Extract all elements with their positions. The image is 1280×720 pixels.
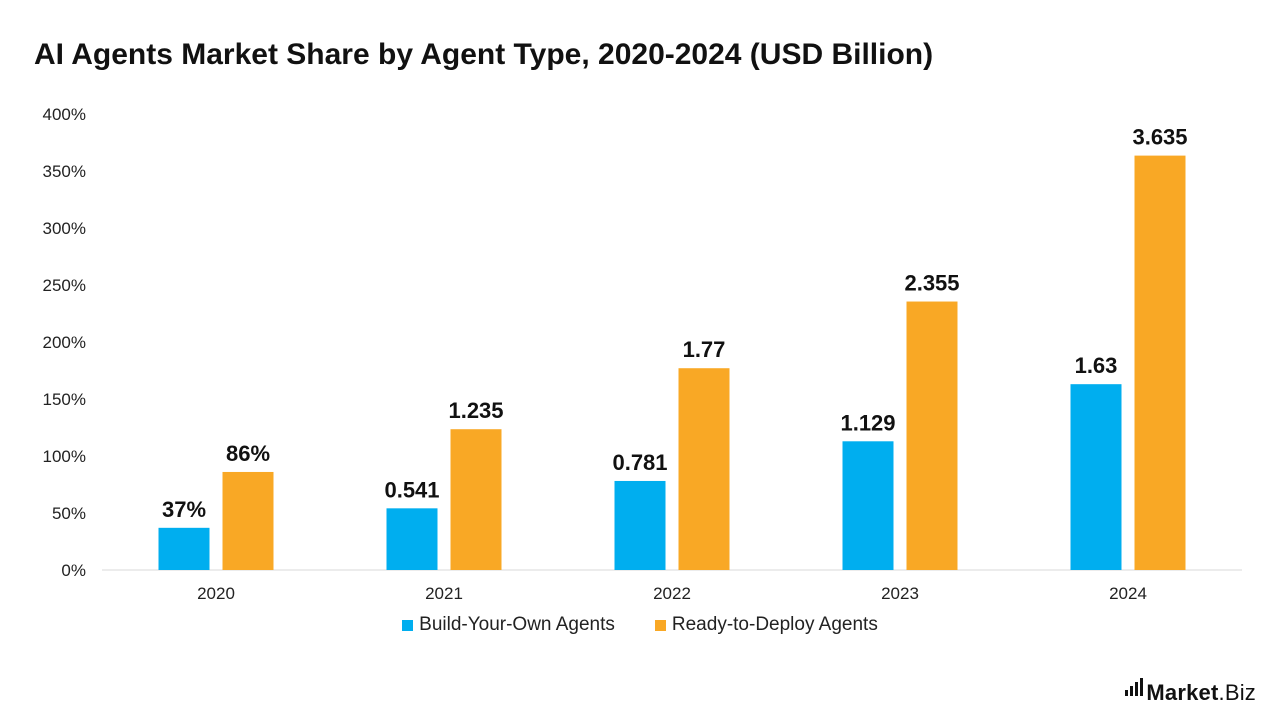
y-tick-label: 350%	[43, 162, 86, 181]
data-label-build-your-own-agents-2023: 1.129	[840, 410, 895, 435]
brand-bars-icon	[1125, 678, 1144, 696]
y-tick-label: 300%	[43, 219, 86, 238]
legend-item-build-your-own[interactable]: Build-Your-Own Agents	[402, 614, 615, 636]
bar-build-your-own-agents-2020[interactable]	[158, 527, 210, 570]
brand-name-bold: Market	[1146, 680, 1219, 705]
data-label-ready-to-deploy-agents-2020: 86%	[226, 441, 270, 466]
legend-label-ready-to-deploy: Ready-to-Deploy Agents	[671, 614, 878, 635]
bars-group	[158, 155, 1186, 571]
bar-ready-to-deploy-agents-2023[interactable]	[906, 301, 958, 570]
brand-name: Market.Biz	[1146, 680, 1256, 706]
y-tick-label: 250%	[43, 276, 86, 295]
legend-swatch-build-your-own	[402, 619, 414, 631]
data-label-build-your-own-agents-2022: 0.781	[612, 450, 667, 475]
y-tick-label: 150%	[43, 390, 86, 409]
data-label-ready-to-deploy-agents-2023: 2.355	[904, 271, 959, 296]
data-label-build-your-own-agents-2020: 37%	[162, 497, 206, 522]
legend-swatch-ready-to-deploy	[654, 619, 666, 631]
y-tick-label: 0%	[61, 561, 86, 580]
y-tick-label: 400%	[43, 105, 86, 124]
x-tick-label: 2022	[653, 584, 691, 603]
bar-ready-to-deploy-agents-2021[interactable]	[450, 429, 502, 570]
x-tick-label: 2024	[1109, 584, 1147, 603]
bar-build-your-own-agents-2023[interactable]	[842, 441, 894, 570]
x-tick-label: 2020	[197, 584, 235, 603]
bar-build-your-own-agents-2024[interactable]	[1070, 384, 1122, 570]
bar-ready-to-deploy-agents-2022[interactable]	[678, 368, 730, 570]
bar-build-your-own-agents-2022[interactable]	[614, 480, 666, 570]
y-tick-label: 200%	[43, 333, 86, 352]
bar-ready-to-deploy-agents-2024[interactable]	[1134, 155, 1186, 571]
legend-item-ready-to-deploy[interactable]: Ready-to-Deploy Agents	[654, 614, 878, 636]
data-label-ready-to-deploy-agents-2024: 3.635	[1132, 125, 1187, 150]
brand-name-suffix: .Biz	[1218, 680, 1256, 705]
y-axis-ticks: 0% 50% 100% 150% 200% 250% 300% 350% 400%	[43, 105, 86, 580]
data-label-build-your-own-agents-2021: 0.541	[384, 477, 439, 502]
y-tick-label: 100%	[43, 447, 86, 466]
chart-title: AI Agents Market Share by Agent Type, 20…	[34, 38, 934, 71]
bar-ready-to-deploy-agents-2020[interactable]	[222, 471, 274, 570]
bar-chart: 0% 50% 100% 150% 200% 250% 300% 350% 400% 37% 0.5…	[43, 105, 1242, 603]
bar-build-your-own-agents-2021[interactable]	[386, 508, 438, 570]
data-label-build-your-own-agents-2024: 1.63	[1075, 353, 1118, 378]
legend: Build-Your-Own Agents Ready-to-Deploy Ag…	[0, 614, 1280, 636]
x-tick-label: 2021	[425, 584, 463, 603]
legend-label-build-your-own: Build-Your-Own Agents	[419, 614, 615, 635]
x-axis-ticks: 2020 2021 2022 2023 2024	[197, 584, 1147, 603]
brand-logo: Market.Biz	[1125, 678, 1256, 706]
data-label-ready-to-deploy-agents-2022: 1.77	[683, 337, 726, 362]
y-tick-label: 50%	[52, 504, 86, 523]
data-label-ready-to-deploy-agents-2021: 1.235	[448, 398, 503, 423]
x-tick-label: 2023	[881, 584, 919, 603]
bar-labels-group: 37% 0.541 0.781 1.129 1.63 86% 1.235 1.77 2.355 3…	[162, 125, 1188, 522]
